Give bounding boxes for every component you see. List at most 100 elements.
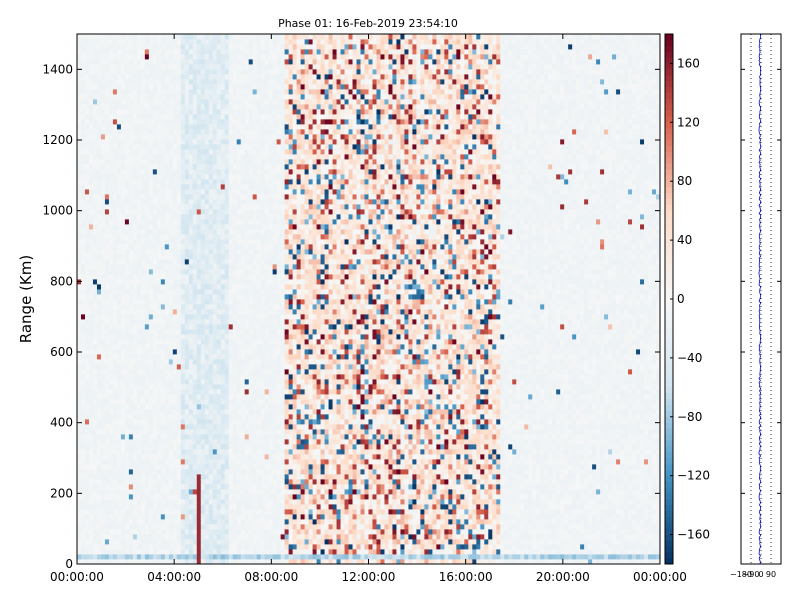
heatmap-cell: [216, 519, 222, 525]
heatmap-cell: [216, 419, 222, 425]
heatmap-cell: [144, 339, 150, 345]
heatmap-cell: [212, 254, 218, 260]
heatmap-cell: [136, 384, 142, 390]
heatmap-cell: [80, 554, 86, 560]
heatmap-cell: [180, 554, 186, 560]
heatmap-cell: [232, 304, 238, 310]
heatmap-cell: [232, 54, 238, 60]
heatmap-cell: [252, 69, 258, 75]
heatmap-cell: [196, 144, 202, 150]
heatmap-cell: [96, 89, 102, 95]
heatmap-cell: [84, 339, 90, 345]
heatmap-cell: [188, 444, 194, 450]
heatmap-cell: [124, 479, 130, 485]
heatmap-cell: [244, 219, 250, 225]
heatmap-cell: [80, 409, 86, 415]
heatmap-cell: [204, 439, 210, 445]
heatmap-cell: [136, 79, 142, 85]
heatmap-cell: [212, 134, 218, 140]
heatmap-cell: [112, 384, 118, 390]
heatmap-cell: [244, 99, 250, 105]
heatmap-cell: [200, 409, 206, 415]
heatmap-cell: [132, 499, 138, 505]
heatmap-cell: [156, 454, 162, 460]
heatmap-cell: [172, 54, 178, 60]
heatmap-cell: [92, 124, 98, 130]
heatmap-cell: [80, 229, 86, 235]
heatmap-cell: [260, 524, 266, 530]
heatmap-cell: [140, 504, 146, 510]
heatmap-cell: [164, 364, 170, 370]
heatmap-cell: [184, 359, 190, 365]
heatmap-cell: [212, 69, 218, 75]
heatmap-cell: [160, 379, 166, 385]
heatmap-cell: [248, 379, 254, 385]
heatmap-cell: [96, 364, 102, 370]
heatmap-cell: [144, 59, 150, 65]
heatmap-cell: [172, 384, 178, 390]
heatmap-cell: [208, 494, 214, 500]
heatmap-cell: [164, 269, 170, 275]
heatmap-cell: [84, 489, 90, 495]
heatmap-cell: [176, 114, 182, 120]
heatmap-cell: [196, 354, 202, 360]
heatmap-cell: [77, 149, 82, 155]
heatmap-cell: [228, 189, 234, 195]
heatmap-cell: [208, 99, 214, 105]
heatmap-cell: [224, 294, 230, 300]
heatmap-cell: [244, 544, 250, 550]
heatmap-cell: [120, 139, 126, 145]
heatmap-cell: [84, 534, 90, 540]
heatmap-cell: [124, 279, 130, 285]
heatmap-cell: [244, 314, 250, 320]
heatmap-cell: [152, 169, 158, 175]
heatmap-cell: [156, 554, 162, 560]
heatmap-cell: [236, 134, 242, 140]
heatmap-cell: [80, 429, 86, 435]
heatmap-cell: [188, 219, 194, 225]
heatmap-cell: [184, 369, 190, 375]
heatmap-cell: [152, 304, 158, 310]
heatmap-cell: [240, 139, 246, 145]
heatmap-cell: [240, 134, 246, 140]
heatmap-cell: [224, 249, 230, 255]
heatmap-cell: [140, 534, 146, 540]
heatmap-cell: [224, 449, 230, 455]
heatmap-cell: [88, 434, 94, 440]
heatmap-cell: [100, 369, 106, 375]
heatmap-cell: [108, 139, 114, 145]
heatmap-cell: [168, 429, 174, 435]
heatmap-cell: [96, 314, 102, 320]
heatmap-cell: [160, 134, 166, 140]
heatmap-cell: [136, 119, 142, 125]
heatmap-cell: [148, 209, 154, 215]
heatmap-cell: [256, 234, 262, 240]
heatmap-cell: [256, 164, 262, 170]
heatmap-cell: [232, 269, 238, 275]
heatmap-cell: [200, 404, 206, 410]
heatmap-cell: [160, 419, 166, 425]
heatmap-cell: [148, 244, 154, 250]
heatmap-cell: [176, 254, 182, 260]
heatmap-cell: [220, 184, 226, 190]
heatmap-cell: [220, 294, 226, 300]
heatmap-cell: [260, 559, 266, 565]
heatmap-cell: [240, 99, 246, 105]
heatmap-cell: [104, 244, 110, 250]
heatmap-cell: [88, 454, 94, 460]
heatmap-cell: [212, 184, 218, 190]
heatmap-cell: [216, 144, 222, 150]
heatmap-cell: [104, 209, 110, 215]
heatmap-cell: [216, 474, 222, 480]
heatmap-cell: [124, 474, 130, 480]
heatmap-cell: [128, 359, 134, 365]
heatmap-cell: [80, 289, 86, 295]
heatmap-cell: [136, 244, 142, 250]
heatmap-cell: [116, 359, 122, 365]
heatmap-cell: [104, 314, 110, 320]
heatmap-cell: [260, 164, 266, 170]
heatmap-cell: [104, 554, 110, 560]
heatmap-cell: [240, 54, 246, 60]
heatmap-cell: [144, 134, 150, 140]
heatmap-cell: [164, 209, 170, 215]
